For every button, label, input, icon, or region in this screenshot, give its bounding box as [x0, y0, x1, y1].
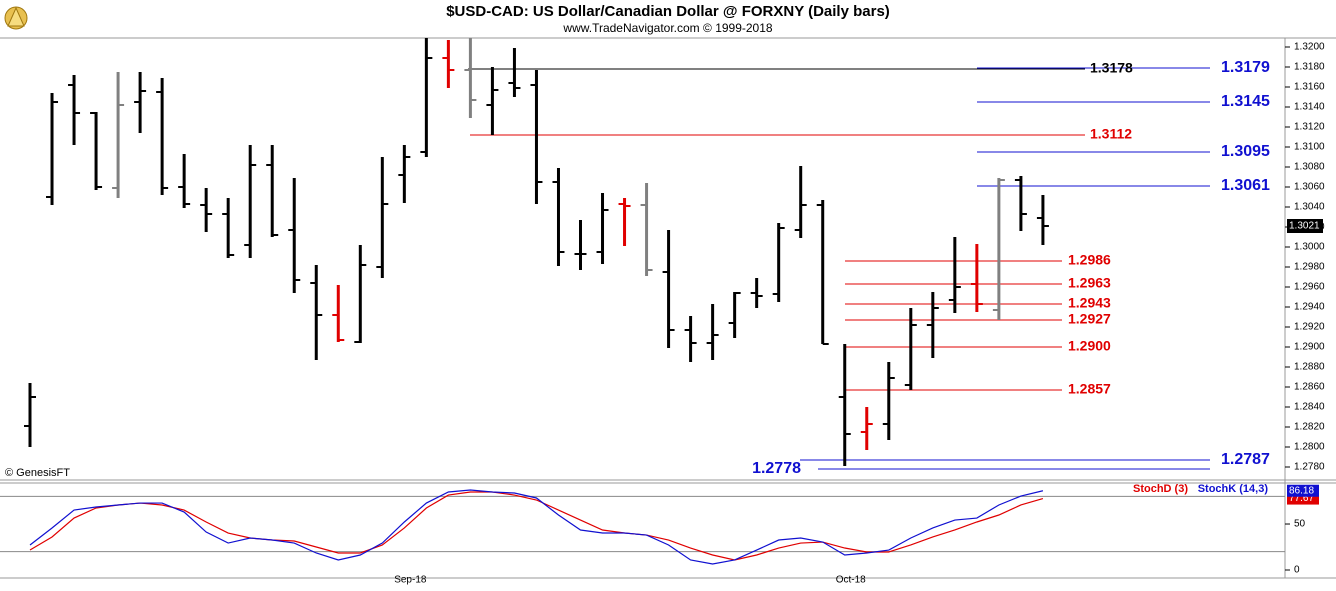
- y-tick-label: 1.3160: [1294, 82, 1325, 93]
- y-tick-label: 1.2840: [1294, 402, 1325, 413]
- y-tick-label: 50: [1294, 519, 1306, 530]
- y-tick-label: 0: [1294, 565, 1300, 576]
- y-tick-label: 1.3000: [1294, 242, 1325, 253]
- legend-entry: StochK (14,3): [1198, 483, 1269, 495]
- y-tick-label: 1.2980: [1294, 262, 1325, 273]
- y-tick-label: 1.3080: [1294, 162, 1325, 173]
- level-label: 1.2900: [1068, 338, 1111, 354]
- level-label: 1.2787: [1221, 451, 1270, 468]
- level-label: 1.2857: [1068, 381, 1111, 397]
- level-label: 1.2986: [1068, 252, 1111, 268]
- y-tick-label: 1.3100: [1294, 142, 1325, 153]
- level-label: 1.2963: [1068, 275, 1111, 291]
- x-tick-label: Oct-18: [836, 575, 866, 586]
- y-tick-label: 1.3200: [1294, 42, 1325, 53]
- y-tick-label: 1.3120: [1294, 122, 1325, 133]
- legend-entry: StochD (3): [1133, 483, 1188, 495]
- stoch-line: [29, 489, 1044, 565]
- last-price-box: [1287, 219, 1323, 233]
- y-tick-label: 1.2900: [1294, 342, 1325, 353]
- y-tick-label: 1.2780: [1294, 462, 1325, 473]
- y-tick-label: 1.2960: [1294, 282, 1325, 293]
- y-tick-label: 1.2940: [1294, 302, 1325, 313]
- level-label: 1.3112: [1090, 126, 1132, 142]
- level-label: 1.2927: [1068, 311, 1111, 327]
- y-tick-label: 1.2860: [1294, 382, 1325, 393]
- y-tick-label: 1.3140: [1294, 102, 1325, 113]
- level-label: 1.2778: [752, 460, 801, 477]
- level-label: 1.3178: [1090, 60, 1133, 76]
- y-tick-label: 1.2920: [1294, 322, 1325, 333]
- level-label: 1.3095: [1221, 143, 1270, 160]
- y-tick-label: 1.3180: [1294, 62, 1325, 73]
- x-tick-label: Sep-18: [394, 575, 427, 586]
- level-label: 1.2943: [1068, 295, 1111, 311]
- y-tick-label: 1.3040: [1294, 202, 1325, 213]
- last-value-box: [1287, 484, 1319, 497]
- chart-subtitle: www.TradeNavigator.com © 1999-2018: [562, 21, 772, 35]
- last-price: 1.3021: [1289, 221, 1320, 232]
- copyright: © GenesisFT: [5, 467, 70, 479]
- logo: [4, 6, 28, 30]
- y-tick-label: 1.2880: [1294, 362, 1325, 373]
- level-label: 1.3145: [1221, 93, 1270, 110]
- y-tick-label: 1.2820: [1294, 422, 1325, 433]
- y-tick-label: 1.2800: [1294, 442, 1325, 453]
- last-value: 86.18: [1289, 485, 1314, 496]
- chart-title: $USD-CAD: US Dollar/Canadian Dollar @ FO…: [446, 3, 890, 20]
- level-label: 1.3179: [1221, 59, 1270, 76]
- last-value: 77.67: [1289, 493, 1314, 504]
- y-tick-label: 1.3060: [1294, 182, 1325, 193]
- level-label: 1.3061: [1221, 177, 1270, 194]
